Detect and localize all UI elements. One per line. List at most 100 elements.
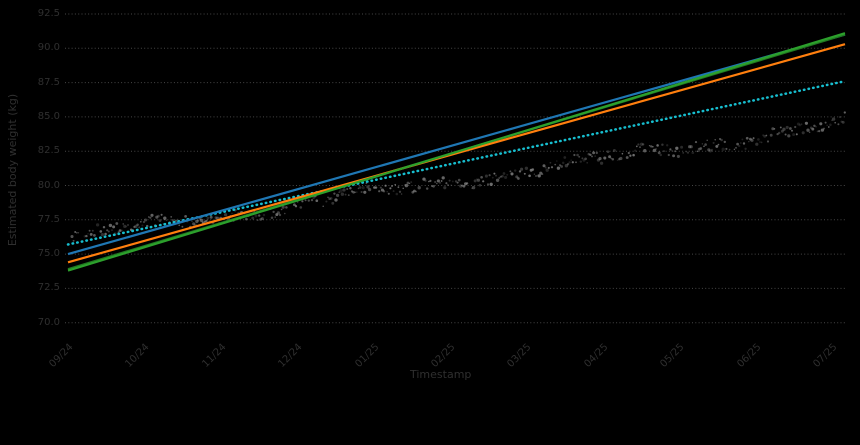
scatter-point (608, 155, 612, 159)
scatter-point (829, 123, 832, 127)
scatter-point (489, 182, 493, 186)
y-tick-label: 72.5 (37, 282, 60, 294)
scatter-point (111, 229, 113, 232)
scatter-point (542, 164, 546, 168)
scatter-point (839, 116, 841, 118)
scatter-point (171, 219, 174, 222)
scatter-point (736, 142, 739, 146)
scatter-point (104, 232, 107, 236)
scatter-point (75, 231, 78, 234)
scatter-point (598, 157, 602, 161)
scatter-point (706, 139, 708, 142)
scatter-point (661, 143, 664, 146)
scatter-point (429, 179, 432, 183)
scatter-point (327, 196, 329, 199)
scatter-point (749, 137, 752, 141)
scatter-point (606, 150, 610, 154)
scatter-point (537, 174, 541, 178)
scatter-point (712, 141, 715, 144)
scatter-point (447, 184, 449, 186)
scatter-point (699, 147, 703, 150)
scatter-point (545, 168, 549, 172)
scatter-point (476, 178, 480, 182)
scatter-point (434, 180, 437, 184)
scatter-point (402, 187, 404, 190)
y-tick-label: 92.5 (37, 8, 60, 19)
scatter-point (766, 140, 770, 143)
scatter-point (787, 134, 791, 138)
scatter-point (150, 213, 154, 217)
scatter-point (342, 188, 346, 192)
scatter-point (757, 138, 760, 141)
scatter-point (563, 156, 567, 159)
scatter-point (368, 188, 372, 192)
scatter-point (779, 126, 782, 129)
scatter-point (752, 137, 755, 140)
scatter-point (523, 172, 526, 175)
scatter-point (667, 153, 670, 157)
scatter-point (676, 154, 680, 158)
scatter-point (811, 127, 815, 131)
scatter-point (400, 193, 403, 195)
scatter-point (652, 148, 657, 153)
scatter-point (441, 176, 445, 180)
scatter-point (299, 206, 303, 209)
scatter-point (584, 157, 587, 161)
scatter-point (610, 157, 612, 160)
scatter-point (133, 225, 136, 229)
scatter-point (654, 147, 658, 151)
scatter-point (301, 200, 304, 203)
scatter-point (714, 139, 716, 141)
legend: Linear trend (all data) Linear trend (la… (0, 394, 860, 440)
scatter-point (181, 225, 184, 228)
scatter-point (674, 150, 677, 153)
scatter-point (643, 149, 647, 153)
scatter-point (482, 180, 485, 183)
scatter-point (144, 218, 148, 222)
scatter-point (254, 214, 258, 218)
scatter-point (102, 225, 106, 229)
trend-line-1f77b4 (67, 33, 846, 256)
scatter-point (155, 215, 159, 219)
scatter-point (256, 219, 259, 222)
scatter-point (245, 217, 248, 221)
scatter-point (443, 186, 447, 190)
scatter-point (274, 216, 276, 218)
scatter-point (518, 170, 522, 173)
scatter-point (762, 134, 765, 137)
scatter-point (205, 219, 208, 223)
scatter-point (568, 161, 571, 164)
scatter-point (509, 170, 512, 173)
scatter-point (312, 196, 315, 200)
scatter-point (389, 187, 392, 190)
scatter-point (816, 130, 819, 133)
scatter-point (520, 167, 524, 171)
scatter-point (777, 131, 781, 135)
scatter-point (651, 145, 654, 148)
scatter-point (657, 151, 661, 155)
scatter-point (550, 166, 554, 169)
scatter-point (784, 133, 787, 136)
scatter-point (294, 205, 298, 208)
scatter-point (581, 157, 584, 160)
scatter-point (792, 133, 796, 137)
scatter-point (361, 186, 365, 190)
scatter-point (501, 174, 504, 178)
scatter-point (122, 223, 124, 225)
scatter-point (123, 224, 127, 229)
scatter-point (395, 192, 399, 196)
scatter-point (773, 128, 776, 130)
scatter-point (120, 229, 123, 232)
scatter-point (720, 138, 723, 142)
scatter-point (428, 180, 430, 183)
scatter-point (682, 151, 685, 154)
scatter-point (99, 230, 103, 233)
scatter-point (224, 213, 228, 217)
scatter-point (339, 189, 343, 193)
scatter-point (818, 130, 821, 133)
scatter-point (491, 176, 494, 179)
scatter-point (209, 215, 213, 219)
scatter-point (174, 219, 178, 223)
scatter-point (379, 186, 382, 189)
scatter-point (671, 149, 673, 152)
